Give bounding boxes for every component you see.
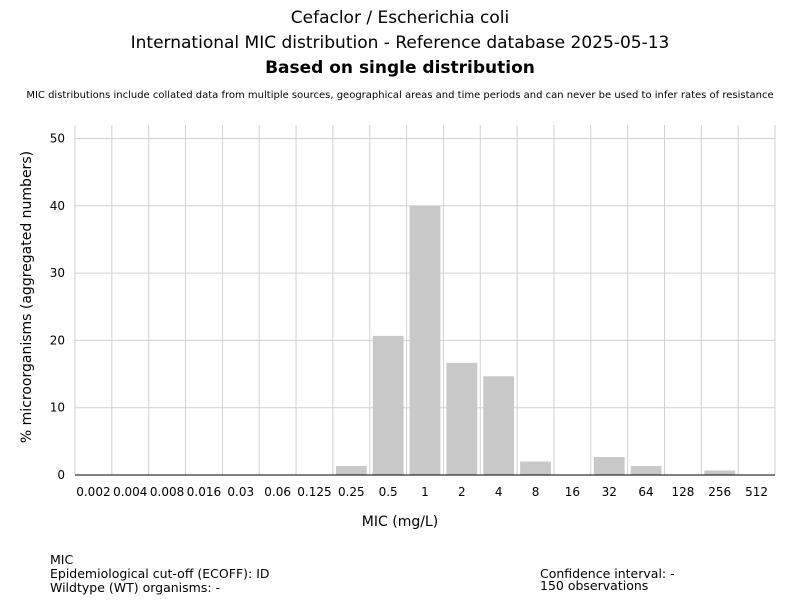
y-tick-label: 50 xyxy=(50,131,65,145)
y-tick-label: 40 xyxy=(50,199,65,213)
x-tick-label: 0.016 xyxy=(187,485,221,499)
x-tick-label: 16 xyxy=(565,485,580,499)
footer-mic: MIC xyxy=(50,552,74,567)
x-tick-label: 256 xyxy=(708,485,731,499)
x-tick-label: 0.125 xyxy=(297,485,331,499)
x-tick-label: 64 xyxy=(638,485,653,499)
x-tick-label: 0.5 xyxy=(379,485,398,499)
x-tick-label: 8 xyxy=(532,485,540,499)
bar xyxy=(409,205,441,475)
y-tick-label: 0 xyxy=(57,468,65,482)
chart-subtitle-bold: Based on single distribution xyxy=(265,58,535,78)
x-tick-label: 0.002 xyxy=(76,485,110,499)
x-tick-label: 0.06 xyxy=(264,485,291,499)
bar xyxy=(446,362,478,475)
chart-note: MIC distributions include collated data … xyxy=(26,90,774,101)
bar xyxy=(593,457,625,475)
x-axis-label: MIC (mg/L) xyxy=(362,514,438,530)
x-tick-label: 4 xyxy=(495,485,503,499)
y-tick-label: 10 xyxy=(50,401,65,415)
bar xyxy=(704,470,736,475)
chart-subtitle: International MIC distribution - Referen… xyxy=(130,33,670,53)
x-tick-label: 0.004 xyxy=(113,485,147,499)
bar xyxy=(630,466,662,475)
chart-title: Cefaclor / Escherichia coli xyxy=(290,8,510,28)
footer-confidence: Confidence interval: - xyxy=(540,566,675,581)
bar xyxy=(335,466,367,475)
footer-wt: Wildtype (WT) organisms: - xyxy=(50,580,221,595)
footer-observations: 150 observations xyxy=(540,578,649,593)
y-tick-label: 30 xyxy=(50,266,65,280)
x-tick-label: 1 xyxy=(421,485,429,499)
x-tick-label: 0.008 xyxy=(150,485,184,499)
y-tick-label: 20 xyxy=(50,333,65,347)
x-tick-label: 0.03 xyxy=(227,485,254,499)
bar xyxy=(483,376,515,475)
x-tick-label: 32 xyxy=(602,485,617,499)
x-tick-label: 2 xyxy=(458,485,466,499)
x-tick-label: 512 xyxy=(745,485,768,499)
bar xyxy=(372,335,404,475)
x-tick-label: 128 xyxy=(671,485,694,499)
x-tick-label: 0.25 xyxy=(338,485,365,499)
y-axis-label: % microorganisms (aggregated numbers) xyxy=(19,151,35,443)
footer-ecoff: Epidemiological cut-off (ECOFF): ID xyxy=(50,566,270,581)
bar xyxy=(520,461,551,475)
